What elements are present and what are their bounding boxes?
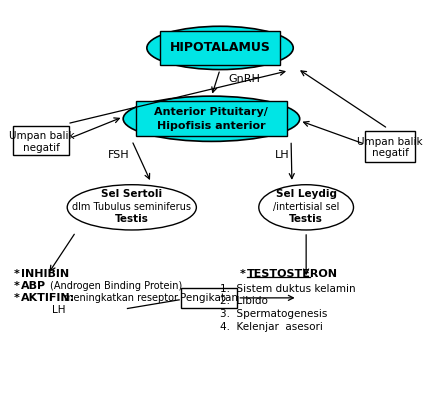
Text: *: * [14, 293, 19, 303]
Text: HIPOTALAMUS: HIPOTALAMUS [170, 41, 270, 55]
Text: :: : [310, 269, 313, 279]
FancyBboxPatch shape [365, 131, 415, 162]
Text: Sel Leydig: Sel Leydig [276, 189, 337, 199]
Text: /intertisial sel: /intertisial sel [273, 201, 339, 212]
Text: dlm Tubulus seminiferus: dlm Tubulus seminiferus [72, 201, 191, 212]
Text: meningkatkan reseptor: meningkatkan reseptor [64, 293, 178, 303]
Text: 3.  Spermatogenesis: 3. Spermatogenesis [220, 309, 327, 319]
Text: GnRH: GnRH [228, 74, 261, 84]
FancyBboxPatch shape [136, 101, 287, 137]
FancyBboxPatch shape [14, 126, 69, 155]
Text: TESTOSTERON: TESTOSTERON [247, 269, 338, 279]
Ellipse shape [147, 26, 293, 70]
Ellipse shape [123, 96, 300, 141]
Text: (Androgen Binding Protein): (Androgen Binding Protein) [50, 281, 182, 291]
Ellipse shape [67, 185, 196, 230]
Text: ABP: ABP [21, 281, 46, 291]
Text: INHIBIN: INHIBIN [21, 269, 69, 279]
Text: Umpan balik: Umpan balik [357, 137, 423, 147]
Text: negatif: negatif [371, 149, 409, 158]
Text: Sel Sertoli: Sel Sertoli [101, 189, 162, 199]
Text: negatif: negatif [23, 143, 60, 152]
Text: Hipofisis anterior: Hipofisis anterior [157, 121, 266, 131]
Ellipse shape [259, 185, 354, 230]
Text: LH: LH [275, 150, 290, 160]
Text: Anterior Pituitary/: Anterior Pituitary/ [154, 107, 269, 117]
Text: Testis: Testis [289, 214, 323, 224]
FancyBboxPatch shape [160, 31, 280, 65]
Text: *: * [14, 281, 19, 291]
Text: 2.  Libido: 2. Libido [220, 296, 268, 307]
Text: Testis: Testis [115, 214, 149, 224]
Text: 4.  Kelenjar  asesori: 4. Kelenjar asesori [220, 322, 323, 332]
Text: AKTIFIN:: AKTIFIN: [21, 293, 75, 303]
Text: LH: LH [52, 305, 66, 315]
Text: 1.  Sistem duktus kelamin: 1. Sistem duktus kelamin [220, 284, 356, 294]
Text: Umpan balik: Umpan balik [9, 132, 74, 141]
Text: Pengikatan: Pengikatan [180, 293, 238, 303]
Text: FSH: FSH [108, 150, 129, 160]
Text: *: * [14, 269, 19, 279]
FancyBboxPatch shape [181, 288, 237, 308]
Text: *: * [239, 269, 245, 279]
